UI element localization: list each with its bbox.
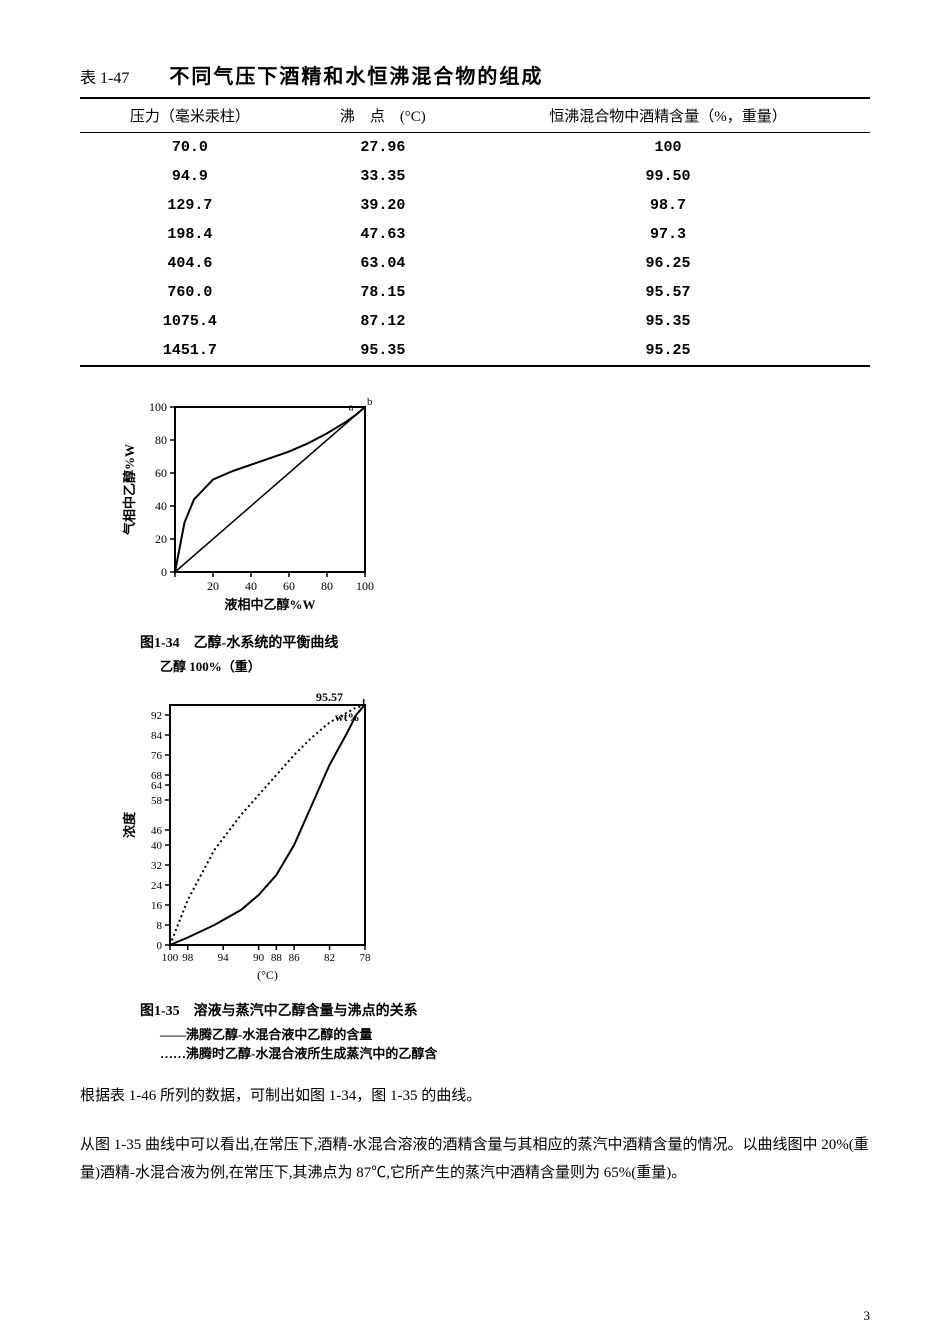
chart-1-block: 20 40 60 80 100 20 40 60 80 100 0 a b 液相中乙醇%W 气相中乙醇%W	[120, 397, 870, 622]
paragraph-1: 根据表 1-46 所列的数据，可制出如图 1-34，图 1-35 的曲线。	[80, 1082, 870, 1111]
chart-2-svg: 1009894908886827808162432404658646876849…	[120, 685, 380, 985]
svg-text:0: 0	[161, 565, 167, 579]
chart-2-block: 1009894908886827808162432404658646876849…	[120, 685, 870, 990]
svg-text:16: 16	[151, 900, 163, 912]
table-cell: 39.20	[300, 191, 466, 220]
svg-text:46: 46	[151, 825, 163, 837]
paragraph-2: 从图 1-35 曲线中可以看出,在常压下,酒精-水混合溶液的酒精含量与其相应的蒸…	[80, 1131, 870, 1188]
table-cell: 27.96	[300, 133, 466, 163]
table-cell: 96.25	[466, 249, 870, 278]
svg-text:气相中乙醇%W: 气相中乙醇%W	[122, 444, 137, 535]
svg-text:80: 80	[321, 579, 333, 593]
table-title-row: 表 1-47 不同气压下酒精和水恒沸混合物的组成	[80, 60, 870, 89]
table-row: 70.027.96100	[80, 133, 870, 163]
table-cell: 760.0	[80, 278, 300, 307]
table-row: 94.933.3599.50	[80, 162, 870, 191]
svg-text:60: 60	[155, 466, 167, 480]
table-cell: 99.50	[466, 162, 870, 191]
svg-text:100: 100	[149, 400, 167, 414]
svg-text:78: 78	[360, 952, 372, 964]
table-cell: 95.25	[466, 336, 870, 366]
svg-text:浓度: 浓度	[122, 811, 137, 838]
chart-2-legend-solid: ——沸腾乙醇-水混合液中乙醇的含量	[160, 1024, 870, 1043]
table-cell: 98.7	[466, 191, 870, 220]
svg-text:60: 60	[283, 579, 295, 593]
table-cell: 94.9	[80, 162, 300, 191]
table-cell: 70.0	[80, 133, 300, 163]
svg-text:84: 84	[151, 730, 163, 742]
table-cell: 404.6	[80, 249, 300, 278]
svg-text:8: 8	[157, 920, 163, 932]
svg-text:90: 90	[253, 952, 264, 964]
svg-text:20: 20	[207, 579, 219, 593]
table-cell: 95.35	[466, 307, 870, 336]
svg-text:100: 100	[356, 579, 374, 593]
table-cell: 198.4	[80, 220, 300, 249]
svg-text:58: 58	[151, 795, 163, 807]
svg-text:24: 24	[151, 880, 163, 892]
table-row: 1451.795.3595.25	[80, 336, 870, 366]
table-row: 129.739.2098.7	[80, 191, 870, 220]
svg-text:95.57: 95.57	[316, 690, 343, 704]
table-title: 不同气压下酒精和水恒沸混合物的组成	[169, 60, 543, 89]
svg-text:100: 100	[162, 952, 179, 964]
table-cell: 47.63	[300, 220, 466, 249]
svg-text:32: 32	[151, 860, 162, 872]
svg-text:88: 88	[271, 952, 283, 964]
table-cell: 33.35	[300, 162, 466, 191]
svg-text:液相中乙醇%W: 液相中乙醇%W	[224, 597, 315, 612]
svg-text:86: 86	[289, 952, 301, 964]
chart-2-caption: 图1-35 溶液与蒸汽中乙醇含量与沸点的关系	[140, 1000, 870, 1020]
table-number: 表 1-47	[80, 64, 129, 88]
table-cell: 1451.7	[80, 336, 300, 366]
table-cell: 95.35	[300, 336, 466, 366]
svg-text:94: 94	[218, 952, 230, 964]
chart-1-caption: 图1-34 乙醇-水系统的平衡曲线	[140, 632, 870, 652]
chart-1-svg: 20 40 60 80 100 20 40 60 80 100 0 a b 液相中乙醇%W 气相中乙醇%W	[120, 397, 380, 617]
svg-text:20: 20	[155, 532, 167, 546]
table-row: 760.078.1595.57	[80, 278, 870, 307]
col-boiling-point: 沸 点 (°C)	[300, 98, 466, 133]
svg-text:40: 40	[155, 499, 167, 513]
col-alcohol-content: 恒沸混合物中酒精含量（%，重量）	[466, 98, 870, 133]
col-pressure: 压力（毫米汞柱）	[80, 98, 300, 133]
table-cell: 97.3	[466, 220, 870, 249]
table-cell: 78.15	[300, 278, 466, 307]
svg-text:(°C): (°C)	[257, 968, 278, 982]
svg-text:80: 80	[155, 433, 167, 447]
table-row: 198.447.6397.3	[80, 220, 870, 249]
svg-text:0: 0	[157, 940, 163, 952]
table-cell: 87.12	[300, 307, 466, 336]
svg-text:98: 98	[182, 952, 194, 964]
table-cell: 63.04	[300, 249, 466, 278]
svg-text:68: 68	[151, 770, 163, 782]
svg-text:40: 40	[151, 840, 163, 852]
chart-2-legend-dash: ……沸腾时乙醇-水混合液所生成蒸汽中的乙醇含	[160, 1043, 870, 1062]
table-cell: 95.57	[466, 278, 870, 307]
table-cell: 100	[466, 133, 870, 163]
svg-text:b: b	[367, 397, 373, 408]
azeotrope-table: 压力（毫米汞柱） 沸 点 (°C) 恒沸混合物中酒精含量（%，重量） 70.02…	[80, 97, 870, 367]
svg-text:92: 92	[151, 710, 162, 722]
table-cell: 1075.4	[80, 307, 300, 336]
page-number: 3	[864, 1308, 871, 1324]
table-header-row: 压力（毫米汞柱） 沸 点 (°C) 恒沸混合物中酒精含量（%，重量）	[80, 98, 870, 133]
table-row: 404.663.0496.25	[80, 249, 870, 278]
table-row: 1075.487.1295.35	[80, 307, 870, 336]
table-cell: 129.7	[80, 191, 300, 220]
svg-text:82: 82	[324, 952, 335, 964]
svg-text:a: a	[349, 401, 354, 413]
svg-text:40: 40	[245, 579, 257, 593]
table-body: 70.027.9610094.933.3599.50129.739.2098.7…	[80, 133, 870, 367]
svg-text:76: 76	[151, 750, 163, 762]
chart-1-subcaption: 乙醇 100%（重）	[160, 656, 870, 675]
